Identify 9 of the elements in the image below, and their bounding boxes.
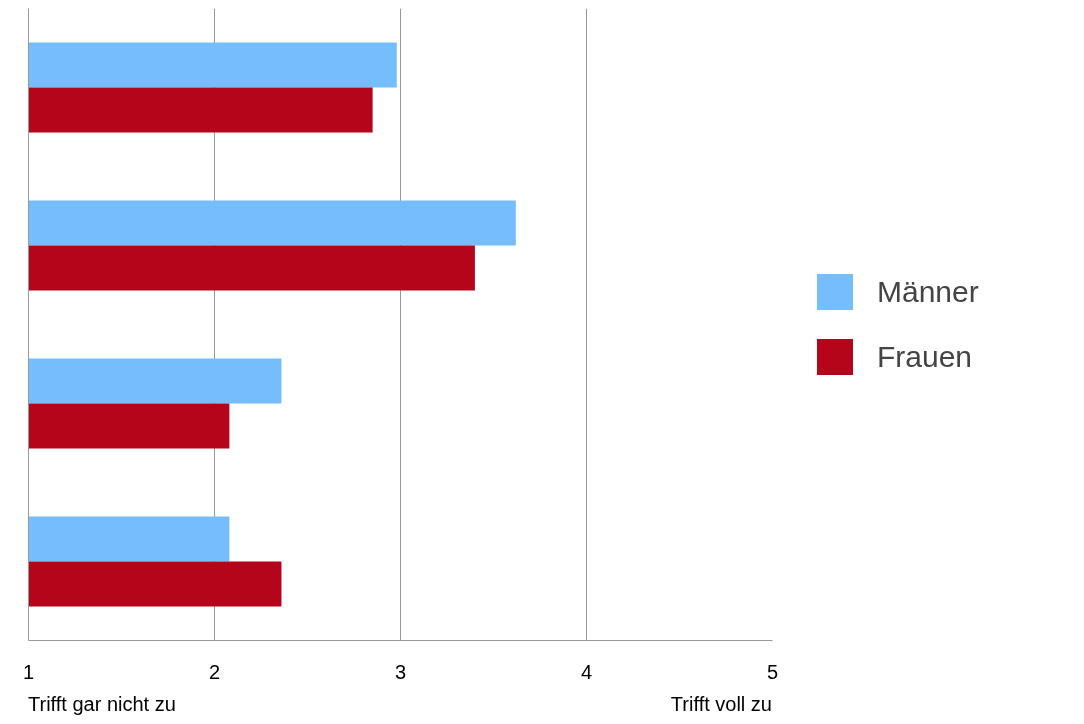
x-tick-label: 5 <box>766 660 779 683</box>
x-tick-label: 3 <box>394 660 407 683</box>
legend-label: Männer <box>877 274 979 309</box>
x-tick-label: 2 <box>208 660 221 683</box>
text: Trifft voll zu <box>670 692 772 717</box>
text: Trifft gar nicht zu <box>28 692 176 717</box>
x-tick-label: 1 <box>22 660 35 683</box>
x-tick-label: 4 <box>580 660 593 683</box>
legend-label: Frauen <box>877 339 973 374</box>
